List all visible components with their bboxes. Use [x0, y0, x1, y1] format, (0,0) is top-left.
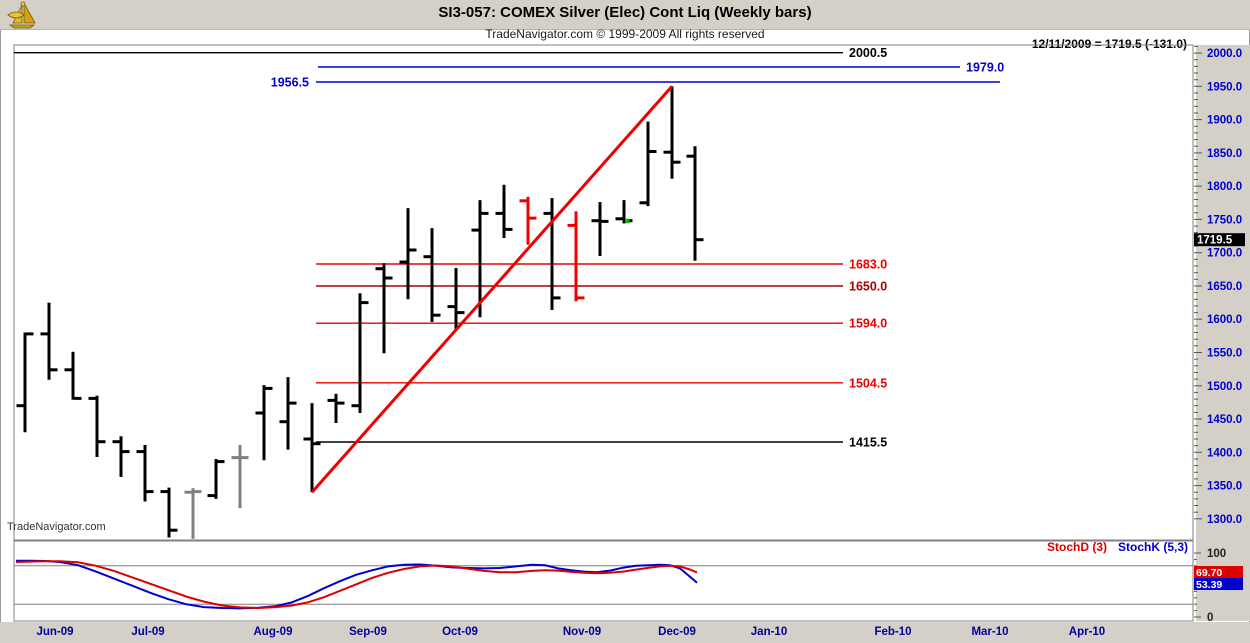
svg-text:69.70: 69.70	[1196, 567, 1222, 579]
price-axis-label: 1500.0	[1207, 381, 1242, 393]
price-bar	[327, 393, 345, 423]
level-label-1504.5: 1504.5	[849, 376, 887, 390]
stoch-axis-label: 100	[1207, 548, 1226, 560]
price-bar	[88, 395, 106, 457]
price-axis-label: 1350.0	[1207, 481, 1242, 493]
price-bar	[375, 263, 393, 354]
green-entry-dot	[625, 218, 630, 224]
price-axis-label: 1550.0	[1207, 348, 1242, 360]
price-bar	[447, 268, 465, 330]
price-axis-label: 1600.0	[1207, 314, 1242, 326]
month-axis-label: Jul-09	[131, 626, 164, 638]
price-bar	[255, 385, 273, 461]
price-axis-label: 1450.0	[1207, 414, 1242, 426]
price-bar	[686, 146, 704, 261]
price-axis-label: 1800.0	[1207, 181, 1242, 193]
price-bar	[591, 202, 609, 256]
price-bar	[64, 351, 82, 400]
svg-text:1719.5: 1719.5	[1197, 235, 1233, 247]
price-axis-label: 1650.0	[1207, 281, 1242, 293]
price-bar	[471, 200, 489, 318]
copyright-subtitle: TradeNavigator.com © 1999-2009 All right…	[485, 27, 765, 41]
price-axis-label: 1900.0	[1207, 115, 1242, 127]
last-bar-readout: 12/11/2009 = 1719.5 (-131.0)	[1031, 37, 1187, 51]
price-bar	[423, 228, 441, 322]
price-bar	[279, 377, 297, 450]
month-axis-label: Sep-09	[349, 626, 387, 638]
stoch-series-StochK	[16, 559, 698, 610]
stoch-panel-border	[13, 540, 1194, 622]
price-bar	[639, 121, 657, 207]
price-bar	[136, 445, 154, 502]
up-trendline	[310, 85, 674, 494]
last-price-badge: 1719.5	[1194, 233, 1245, 247]
month-axis-label: Dec-09	[658, 626, 696, 638]
price-bar	[303, 403, 321, 493]
stoch-series-StochD	[15, 560, 698, 610]
price-bar	[399, 208, 417, 300]
level-label-1650.0: 1650.0	[849, 280, 887, 294]
month-axis-label: Nov-09	[563, 626, 601, 638]
price-bar	[519, 196, 537, 245]
price-bar	[40, 302, 58, 380]
price-axis-label: 1850.0	[1207, 148, 1242, 160]
svg-text:53.39: 53.39	[1196, 579, 1222, 591]
stoch-k-badge: 53.39	[1194, 578, 1243, 591]
stoch-axis-label: 0	[1207, 612, 1213, 624]
price-axis-label: 1400.0	[1207, 447, 1242, 459]
chart-watermark: TradeNavigator.com	[7, 521, 106, 533]
level-label-1594.0: 1594.0	[849, 317, 887, 331]
price-bar	[16, 332, 34, 433]
level-label-1956.5: 1956.5	[271, 76, 309, 90]
title-strip	[0, 0, 1250, 30]
month-axis-label: Apr-10	[1069, 626, 1105, 638]
price-bar	[231, 445, 249, 509]
stoch-k-legend: StochK (5,3)	[1118, 540, 1188, 554]
price-panel-border	[13, 44, 1194, 541]
price-bar	[112, 436, 130, 477]
level-label-1683.0: 1683.0	[849, 258, 887, 272]
trade-navigator-logo-icon	[4, 1, 42, 29]
month-axis-label: Mar-10	[971, 626, 1008, 638]
stoch-d-legend: StochD (3)	[1047, 540, 1107, 554]
price-axis-label: 1750.0	[1207, 214, 1242, 226]
price-bar	[543, 198, 561, 310]
month-axis-label: Feb-10	[874, 626, 911, 638]
month-axis-label: Oct-09	[442, 626, 478, 638]
price-bar	[663, 86, 681, 179]
price-bar	[207, 459, 225, 499]
month-axis-label: Aug-09	[254, 626, 293, 638]
month-axis-label: Jan-10	[751, 626, 787, 638]
price-axis-label: 1700.0	[1207, 248, 1242, 260]
price-bar	[184, 488, 202, 539]
month-axis-label: Jun-09	[36, 626, 73, 638]
price-axis-label: 2000.0	[1207, 48, 1242, 60]
price-bar	[567, 211, 585, 302]
price-axis-panel	[1196, 45, 1250, 621]
price-axis-label: 1300.0	[1207, 514, 1242, 526]
level-label-1979.0: 1979.0	[966, 61, 1004, 75]
chart-title: SI3-057: COMEX Silver (Elec) Cont Liq (W…	[438, 4, 812, 21]
level-label-1415.5: 1415.5	[849, 436, 887, 450]
level-label-2000.5: 2000.5	[849, 46, 887, 60]
stoch-d-badge: 69.70	[1194, 566, 1243, 579]
price-bar	[615, 200, 633, 224]
price-bar	[495, 184, 513, 238]
price-axis-label: 1950.0	[1207, 81, 1242, 93]
month-axis-strip	[0, 622, 1250, 643]
price-bar	[160, 487, 178, 538]
price-bar	[351, 293, 369, 413]
